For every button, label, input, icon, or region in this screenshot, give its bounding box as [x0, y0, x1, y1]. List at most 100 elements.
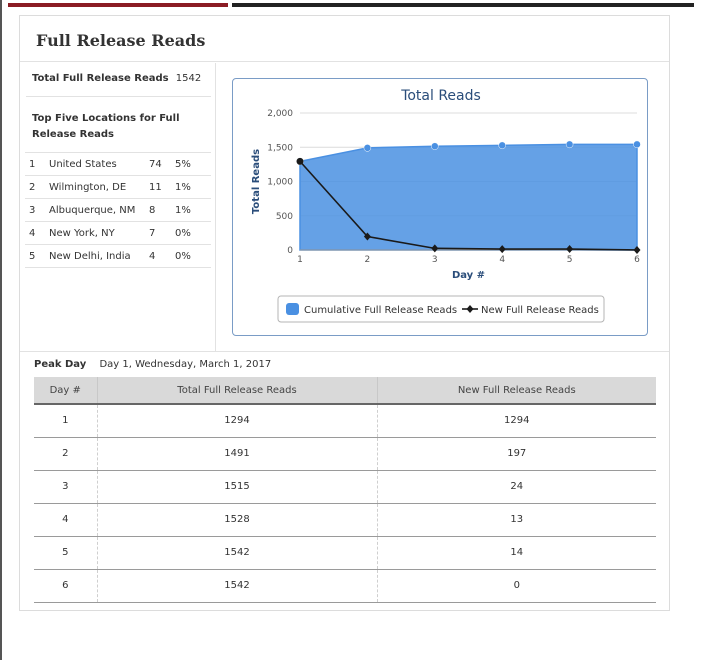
total-reads-cell: 1491 [96, 437, 377, 471]
chart-title: Total Reads [400, 88, 481, 104]
x-tick-label: 3 [432, 255, 438, 265]
location-count: 4 [149, 250, 156, 262]
location-rank: 4 [29, 227, 36, 239]
total-reads-cell: 1515 [96, 470, 377, 504]
cumulative-point[interactable] [565, 140, 574, 149]
new-reads-cell: 1294 [376, 404, 656, 438]
section-divider [20, 351, 669, 352]
legend-box [277, 295, 605, 323]
table-row: 1 1294 1294 [34, 404, 656, 438]
new-reads-cell: 0 [376, 569, 656, 603]
panel-header: Full Release Reads [20, 16, 669, 62]
cumulative-point[interactable] [363, 144, 372, 152]
header-day[interactable]: Day # [34, 377, 97, 405]
total-reads-cell: 1542 [96, 536, 377, 570]
x-tick-label: 6 [634, 255, 640, 265]
location-percent: 1% [175, 204, 191, 216]
location-rank: 1 [29, 158, 36, 170]
day-cell: 2 [34, 437, 97, 471]
location-name: Wilmington, DE [49, 181, 127, 193]
header-new-reads[interactable]: New Full Release Reads [376, 377, 656, 405]
location-name: New York, NY [49, 227, 115, 239]
new-reads-cell: 13 [376, 503, 656, 537]
total-reads-cell: 1528 [96, 503, 377, 537]
legend-area-swatch[interactable] [286, 303, 299, 315]
cumulative-point[interactable] [633, 140, 641, 149]
location-percent: 5% [175, 158, 191, 170]
cumulative-area [299, 143, 638, 251]
day-cell: 5 [34, 536, 97, 570]
y-tick-label: 2,000 [267, 109, 293, 119]
y-tick-label: 500 [276, 212, 293, 222]
daily-reads-table: Day # Total Full Release Reads New Full … [34, 377, 656, 603]
location-count: 11 [149, 181, 162, 193]
table-row: 5 1542 14 [34, 536, 656, 570]
cumulative-point[interactable] [431, 142, 439, 150]
new-reads-point[interactable] [296, 157, 304, 165]
stats-column: Total Full Release Reads 1542 Top Five L… [20, 63, 216, 351]
legend-item-cumulative[interactable]: Cumulative Full Release Reads [304, 305, 457, 316]
x-tick-label: 1 [297, 255, 303, 265]
new-reads-line [299, 160, 638, 251]
x-axis-label: Day # [452, 270, 485, 281]
top-accent-bar-dark [232, 3, 694, 7]
cumulative-point[interactable] [498, 141, 506, 150]
x-tick-label: 4 [499, 255, 505, 265]
new-reads-cell: 197 [376, 437, 656, 471]
total-reads-cell: 1542 [96, 569, 377, 603]
top-locations-table: 1 United States 74 5% 2 Wilmington, DE 11 1% 3 Al… [25, 152, 211, 268]
table-row: 2 1491 197 [34, 437, 656, 471]
location-row: 4 New York, NY 7 0% [25, 222, 211, 245]
new-reads-point[interactable] [633, 246, 641, 254]
day-cell: 6 [34, 569, 97, 603]
new-reads-point[interactable] [498, 245, 506, 254]
panel-title: Full Release Reads [36, 31, 206, 50]
new-reads-cell: 14 [376, 536, 656, 570]
top-accent-bar-red [8, 3, 228, 7]
header-total-reads[interactable]: Total Full Release Reads [96, 377, 377, 405]
x-tick-label: 5 [567, 255, 573, 265]
new-reads-point[interactable] [566, 245, 574, 254]
legend-line-marker[interactable] [466, 305, 474, 313]
new-reads-point[interactable] [431, 244, 439, 253]
peak-day-value: Day 1, Wednesday, March 1, 2017 [99, 359, 272, 370]
location-row: 3 Albuquerque, NM 8 1% [25, 199, 211, 222]
location-rank: 2 [29, 181, 36, 193]
y-tick-label: 1,500 [267, 143, 293, 153]
new-reads-cell: 24 [376, 470, 656, 504]
location-rank: 3 [29, 204, 36, 216]
top-locations-heading: Top Five Locations for Full Release Read… [32, 113, 180, 140]
location-percent: 1% [175, 181, 191, 193]
window-left-edge [0, 0, 2, 660]
chart-svg: Total Reads 0 500 1,000 1,500 2,000 1 2 3 4 5 6 Day … [251, 88, 641, 323]
total-reads-value: 1542 [175, 73, 202, 84]
day-cell: 1 [34, 404, 97, 438]
y-axis-label: Total Reads [251, 149, 262, 214]
location-row: 1 United States 74 5% [25, 152, 211, 176]
location-count: 7 [149, 227, 156, 239]
location-name: Albuquerque, NM [49, 204, 136, 216]
location-count: 74 [149, 158, 162, 170]
legend-item-new[interactable]: New Full Release Reads [481, 305, 599, 316]
location-percent: 0% [175, 227, 191, 239]
total-reads-row: Total Full Release Reads 1542 [26, 63, 211, 97]
location-row: 5 New Delhi, India 4 0% [25, 245, 211, 268]
location-name: United States [49, 158, 117, 170]
location-count: 8 [149, 204, 156, 216]
total-reads-chart: Total Reads 0 500 1,000 1,500 2,000 1 2 3 4 5 6 Day … [232, 78, 648, 336]
peak-day: Peak Day Day 1, Wednesday, March 1, 2017 [34, 359, 271, 370]
y-tick-label: 1,000 [267, 178, 293, 188]
day-cell: 3 [34, 470, 97, 504]
table-row: 6 1542 0 [34, 569, 656, 603]
location-name: New Delhi, India [49, 250, 131, 262]
day-cell: 4 [34, 503, 97, 537]
table-row: 4 1528 13 [34, 503, 656, 537]
full-release-reads-panel: Full Release Reads Total Full Release Re… [19, 15, 670, 611]
peak-day-label: Peak Day [34, 359, 87, 370]
location-rank: 5 [29, 250, 36, 262]
new-reads-point[interactable] [363, 232, 371, 241]
location-percent: 0% [175, 250, 191, 262]
table-row: 3 1515 24 [34, 470, 656, 504]
x-tick-label: 2 [365, 255, 371, 265]
table-header-row: Day # Total Full Release Reads New Full … [34, 377, 656, 405]
